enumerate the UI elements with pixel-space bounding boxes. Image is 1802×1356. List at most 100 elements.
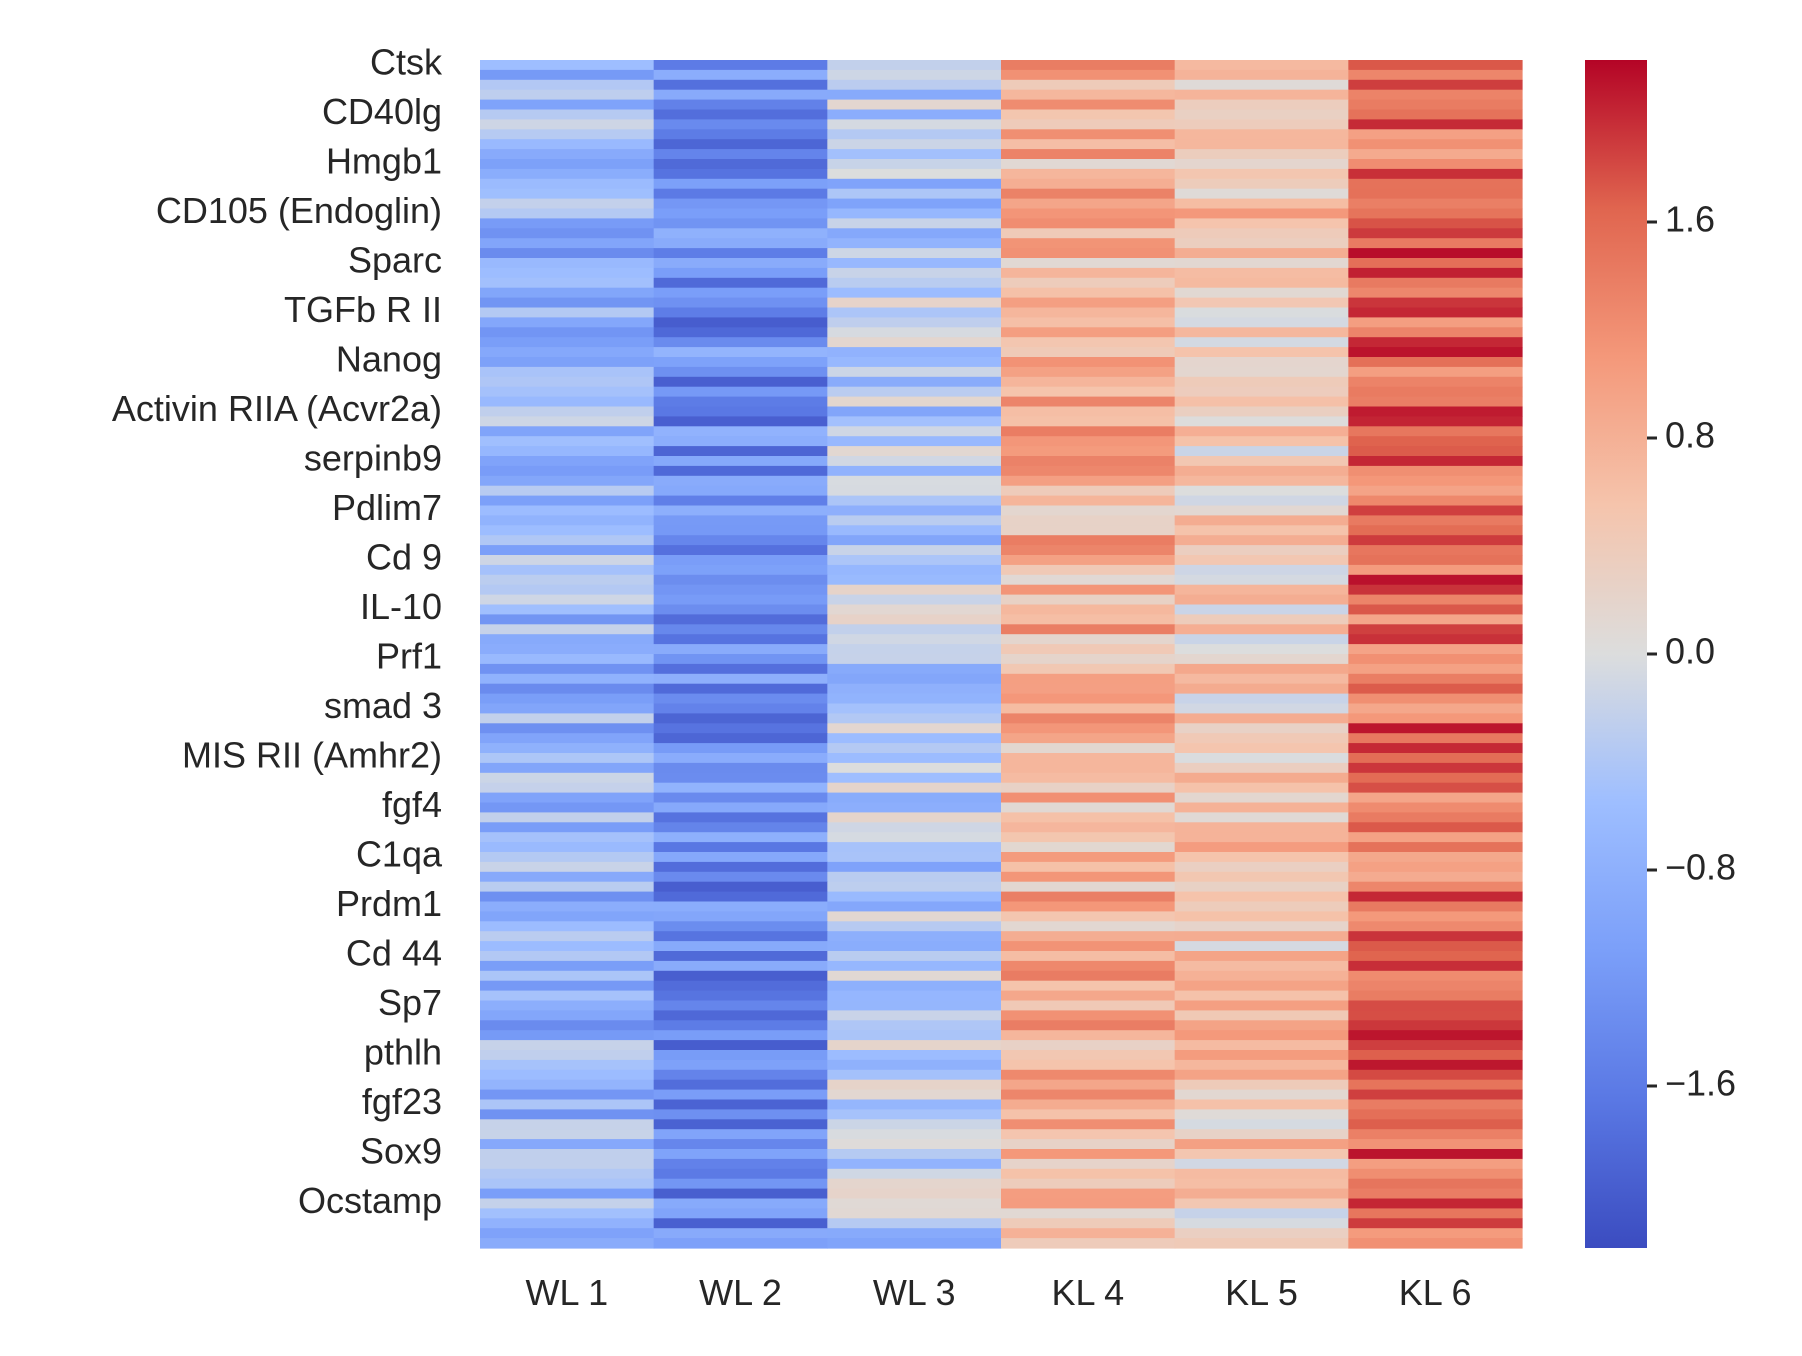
heatmap-cell bbox=[1001, 1099, 1176, 1110]
heatmap-cell bbox=[1174, 802, 1349, 813]
heatmap-cell bbox=[480, 406, 655, 417]
heatmap-cell bbox=[480, 693, 655, 705]
heatmap-cell bbox=[1174, 980, 1349, 992]
colorbar-ticks: 1.6 0.8 0.0 −0.8 −1.6 bbox=[1647, 199, 1736, 1104]
heatmap-cell bbox=[1348, 505, 1523, 516]
heatmap-cell bbox=[827, 1030, 1002, 1041]
heatmap-cell bbox=[1001, 1119, 1176, 1130]
heatmap-cell bbox=[480, 1158, 655, 1170]
heatmap-cell bbox=[653, 970, 828, 982]
heatmap-cell bbox=[827, 1050, 1002, 1061]
heatmap-cell bbox=[1348, 79, 1523, 91]
heatmap-cell bbox=[480, 347, 655, 358]
heatmap-cell bbox=[653, 1020, 828, 1031]
heatmap-cell bbox=[1001, 366, 1176, 378]
heatmap-cell bbox=[480, 287, 655, 299]
heatmap-cell bbox=[480, 951, 655, 962]
heatmap-cell bbox=[653, 168, 828, 180]
heatmap-cell bbox=[1174, 317, 1349, 328]
heatmap-cell bbox=[653, 376, 828, 388]
heatmap-cell bbox=[1348, 842, 1523, 853]
heatmap-cell bbox=[827, 772, 1002, 784]
heatmap-cell bbox=[1174, 960, 1349, 972]
heatmap-cell bbox=[1001, 871, 1176, 883]
heatmap-cell bbox=[653, 129, 828, 140]
heatmap-cell bbox=[1001, 1079, 1176, 1091]
heatmap-cell bbox=[1174, 970, 1349, 982]
heatmap-cell bbox=[827, 1010, 1002, 1021]
colorbar-tick-label: −1.6 bbox=[1665, 1063, 1736, 1104]
heatmap-cell bbox=[1001, 911, 1176, 922]
heatmap-cell bbox=[1174, 277, 1349, 289]
heatmap-cell bbox=[1348, 129, 1523, 140]
heatmap-cell bbox=[1001, 109, 1176, 120]
heatmap-cell bbox=[1348, 1198, 1523, 1209]
heatmap-cell bbox=[1001, 485, 1176, 497]
heatmap-cell bbox=[653, 149, 828, 160]
heatmap-cell bbox=[1348, 376, 1523, 388]
heatmap-cell bbox=[480, 743, 655, 754]
heatmap-cell bbox=[1001, 1109, 1176, 1120]
heatmap-cell bbox=[653, 832, 828, 843]
heatmap-cell bbox=[827, 812, 1002, 823]
heatmap-cell bbox=[827, 683, 1002, 695]
heatmap-cell bbox=[653, 119, 828, 130]
heatmap-cell bbox=[1001, 703, 1176, 714]
heatmap-cell bbox=[827, 1119, 1002, 1130]
heatmap-cell bbox=[1001, 753, 1176, 764]
heatmap-cell bbox=[480, 990, 655, 1002]
heatmap-cell bbox=[827, 753, 1002, 764]
heatmap-cell bbox=[1001, 426, 1176, 437]
heatmap-cell bbox=[480, 168, 655, 180]
heatmap-cell bbox=[480, 456, 655, 467]
heatmap-cell bbox=[480, 188, 655, 200]
heatmap-cell bbox=[653, 89, 828, 101]
heatmap-cell bbox=[653, 802, 828, 813]
heatmap-cell bbox=[480, 931, 655, 942]
heatmap-cell bbox=[1348, 594, 1523, 606]
heatmap-cell bbox=[827, 634, 1002, 645]
heatmap-cell bbox=[1001, 416, 1176, 427]
heatmap-cell bbox=[480, 1030, 655, 1041]
heatmap-cell bbox=[827, 703, 1002, 714]
colorbar-tick-label: 0.8 bbox=[1665, 415, 1715, 456]
heatmap-cell bbox=[827, 782, 1002, 794]
row-tick-label: CD105 (Endoglin) bbox=[156, 190, 442, 231]
heatmap-cell bbox=[480, 525, 655, 536]
heatmap-cell bbox=[1174, 891, 1349, 903]
heatmap-cell bbox=[1174, 60, 1349, 71]
heatmap-cell bbox=[480, 386, 655, 398]
row-tick-label: fgf23 bbox=[362, 1081, 442, 1122]
heatmap-cell bbox=[1001, 951, 1176, 962]
heatmap-cell bbox=[653, 69, 828, 81]
heatmap-cell bbox=[653, 960, 828, 972]
colorbar bbox=[1585, 60, 1647, 1248]
heatmap-cell bbox=[653, 208, 828, 219]
heatmap-cell bbox=[1174, 772, 1349, 784]
heatmap-cell bbox=[1001, 297, 1176, 309]
heatmap-cell bbox=[1348, 426, 1523, 437]
heatmap-cell bbox=[480, 475, 655, 487]
heatmap-cell bbox=[653, 515, 828, 526]
heatmap-cell bbox=[1348, 446, 1523, 457]
column-tick-label: KL 6 bbox=[1399, 1272, 1472, 1313]
row-tick-label: smad 3 bbox=[324, 685, 442, 726]
heatmap-cell bbox=[480, 723, 655, 734]
heatmap-cell bbox=[1174, 990, 1349, 1002]
colorbar-gradient bbox=[1585, 60, 1647, 1248]
heatmap-cell bbox=[480, 861, 655, 873]
heatmap-cell bbox=[1174, 663, 1349, 675]
heatmap-cell bbox=[480, 782, 655, 794]
heatmap-cell bbox=[480, 515, 655, 526]
heatmap-cell bbox=[1174, 1030, 1349, 1041]
heatmap-cell bbox=[1174, 614, 1349, 625]
heatmap-cell bbox=[1174, 465, 1349, 477]
heatmap-cell bbox=[1174, 1020, 1349, 1031]
heatmap-cell bbox=[480, 436, 655, 447]
heatmap-cell bbox=[1001, 327, 1176, 338]
heatmap-cell bbox=[827, 287, 1002, 299]
heatmap-cell bbox=[480, 485, 655, 497]
heatmap-cell bbox=[480, 1059, 655, 1071]
heatmap-cell bbox=[1174, 574, 1349, 586]
heatmap-cell bbox=[1348, 1149, 1523, 1160]
